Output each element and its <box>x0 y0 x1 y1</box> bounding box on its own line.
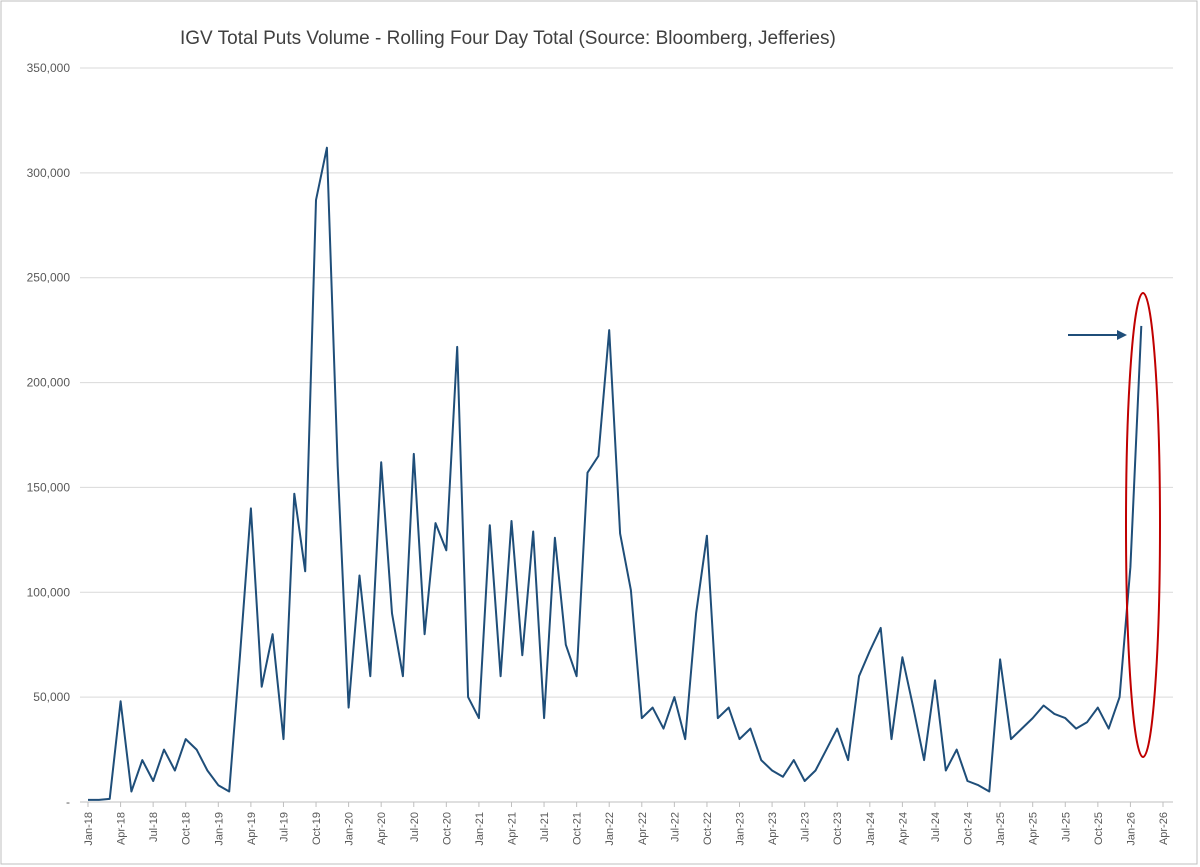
y-tick-label: 250,000 <box>27 271 71 285</box>
x-tick-label: Apr-21 <box>506 812 518 845</box>
y-tick-label: 100,000 <box>27 585 71 599</box>
x-tick-label: Jan-18 <box>83 812 95 846</box>
x-tick-label: Jul-18 <box>148 812 160 842</box>
x-tick-label: Jul-20 <box>409 812 421 842</box>
x-tick-label: Apr-23 <box>767 812 779 845</box>
x-tick-label: Oct-24 <box>963 812 975 845</box>
x-tick-label: Jan-25 <box>995 812 1007 846</box>
plot <box>88 146 1143 801</box>
x-tick-label: Oct-25 <box>1093 812 1105 845</box>
x-tick-label: Oct-23 <box>832 812 844 845</box>
y-tick-label: 350,000 <box>27 61 71 75</box>
x-tick-label: Jan-22 <box>604 812 616 846</box>
x-tick-label: Jan-23 <box>735 812 747 846</box>
x-tick-label: Apr-24 <box>897 812 909 845</box>
highlight-ellipse <box>1125 292 1161 758</box>
chart-title: IGV Total Puts Volume - Rolling Four Day… <box>180 28 836 49</box>
x-tick-label: Jul-25 <box>1060 812 1072 842</box>
x-tick-label: Jul-22 <box>669 812 681 842</box>
x-tick-label: Jan-26 <box>1125 812 1137 846</box>
y-tick-label: 150,000 <box>27 480 71 494</box>
x-tick-label: Oct-18 <box>181 812 193 845</box>
x-tick-label: Apr-25 <box>1028 812 1040 845</box>
x-tick-label: Oct-21 <box>572 812 584 845</box>
y-tick-label: - <box>66 795 70 809</box>
x-tick-label: Apr-20 <box>376 812 388 845</box>
x-tick-label: Jan-19 <box>213 812 225 846</box>
x-tick-label: Jan-21 <box>474 812 486 846</box>
y-tick-label: 50,000 <box>33 690 70 704</box>
x-tick-label: Apr-26 <box>1158 812 1170 845</box>
x-tick-label: Jul-23 <box>800 812 812 842</box>
x-tick-label: Apr-19 <box>246 812 258 845</box>
y-tick-label: 200,000 <box>27 376 71 390</box>
x-tick-label: Jan-20 <box>344 812 356 846</box>
x-tick-label: Jul-19 <box>278 812 290 842</box>
x-tick-label: Jan-24 <box>865 812 877 846</box>
arrow-head <box>1117 330 1127 340</box>
x-tick-label: Apr-18 <box>116 812 128 845</box>
y-tick-label: 300,000 <box>27 166 71 180</box>
grid: - 50,000 100,000 150,000 200,000 250,000 300,0… <box>27 61 1173 846</box>
x-tick-label: Oct-19 <box>311 812 323 845</box>
x-tick-label: Oct-22 <box>702 812 714 845</box>
x-tick-label: Jul-24 <box>930 812 942 842</box>
x-tick-label: Apr-22 <box>637 812 649 845</box>
x-tick-label: Oct-20 <box>441 812 453 845</box>
data-line <box>88 146 1143 801</box>
x-tick-label: Jul-21 <box>539 812 551 842</box>
